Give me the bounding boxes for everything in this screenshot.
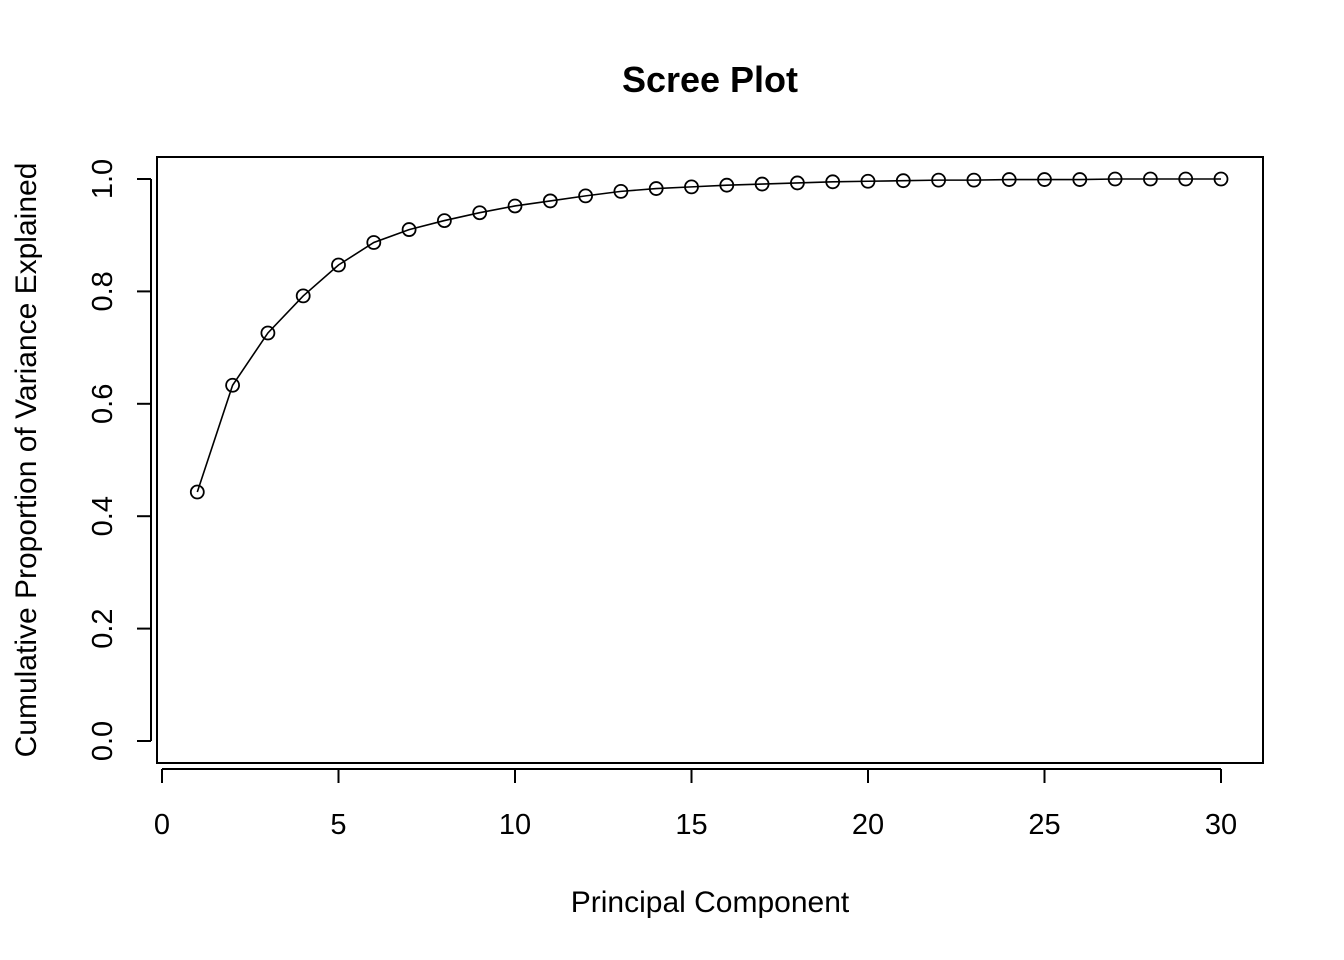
data-point [260, 325, 276, 341]
y-axis-label: Cumulative Proportion of Variance Explai… [10, 163, 43, 758]
data-point [1037, 172, 1052, 187]
y-tick-label: 1.0 [87, 159, 119, 199]
data-point [295, 288, 311, 304]
data-point [790, 175, 805, 191]
data-point [931, 172, 946, 188]
data-point [436, 213, 452, 228]
y-tick-label: 0.6 [87, 384, 119, 424]
x-tick-label: 20 [852, 809, 884, 841]
series-line [196, 178, 1221, 493]
data-point [825, 174, 841, 190]
data-point [1178, 171, 1194, 187]
data-point [613, 183, 629, 199]
data-point [189, 484, 205, 500]
plot-frame [156, 156, 1264, 764]
data-point [1143, 171, 1158, 187]
x-tick-label: 25 [1028, 809, 1060, 841]
data-point [578, 188, 593, 204]
x-tick-label: 0 [154, 809, 170, 841]
x-tick-label: 10 [499, 809, 531, 841]
x-tick-label: 15 [675, 809, 707, 841]
x-axis-label: Principal Component [571, 886, 850, 919]
y-tick-label: 0.2 [87, 608, 119, 648]
y-tick-label: 0.0 [87, 721, 119, 761]
data-point [331, 257, 346, 273]
data-point [1072, 172, 1088, 187]
data-point [684, 179, 699, 195]
data-point [719, 177, 735, 193]
data-point [1213, 171, 1229, 187]
x-tick-label: 5 [330, 809, 346, 841]
data-point [472, 205, 488, 221]
data-point [966, 172, 982, 188]
x-axis: 0 5 10 15 20 25 30 [154, 768, 1237, 841]
y-tick-label: 0.4 [87, 496, 119, 536]
data-point [860, 173, 876, 189]
data-point [507, 198, 523, 214]
data-point [225, 377, 241, 393]
data-point [895, 173, 911, 189]
y-axis: 0.0 0.2 0.4 0.6 0.8 1.0 [87, 159, 152, 761]
data-point [1107, 171, 1123, 187]
x-tick-label: 30 [1205, 809, 1237, 841]
data-point [1001, 172, 1017, 187]
chart-title: Scree Plot [622, 59, 798, 100]
data-point [542, 193, 558, 209]
data-point [366, 235, 382, 250]
data-point [648, 181, 664, 196]
data-point [754, 176, 770, 192]
data-point [401, 222, 417, 237]
series-cumulative-variance [189, 171, 1229, 500]
y-tick-label: 0.8 [87, 271, 119, 311]
